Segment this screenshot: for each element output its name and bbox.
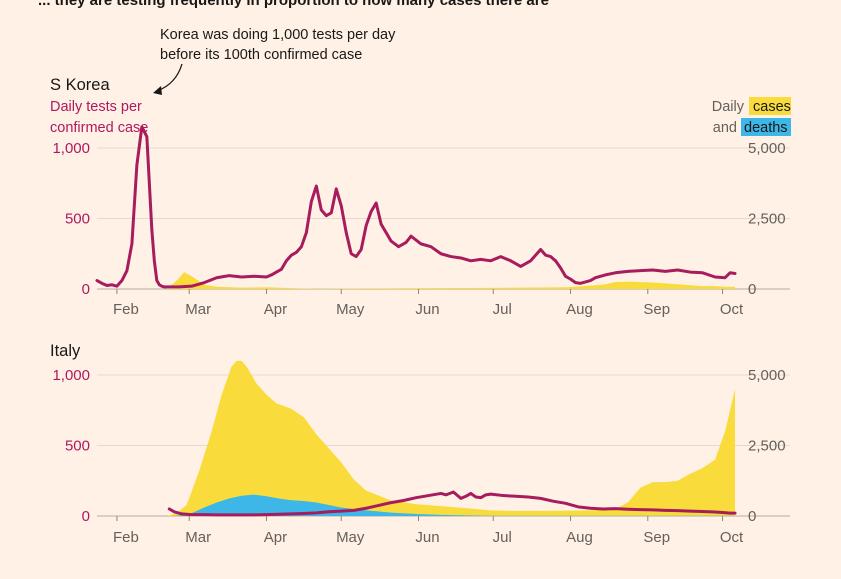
korea-annotation-line-1: Korea was doing 1,000 tests per day [160, 27, 396, 43]
korea-x-tick-label: Apr [264, 301, 287, 318]
korea-subtitle-line-2: confirmed case [50, 120, 148, 136]
korea-panel: 0 500 1,000 0 2,500 5,000 Feb Mar Apr May Jun Jul… [50, 27, 791, 318]
korea-right-tick-label: 0 [748, 281, 756, 298]
legend: Daily cases and deaths [712, 97, 791, 136]
korea-left-tick-label: 0 [82, 281, 90, 298]
italy-x-axis: Feb Mar Apr May Jun Jul Aug Sep Oct [113, 516, 744, 546]
italy-right-tick-label: 0 [748, 508, 756, 525]
italy-x-tick-label: Jul [493, 529, 512, 546]
korea-tests-per-case-line [95, 125, 737, 289]
korea-right-axis: 0 2,500 5,000 [748, 140, 786, 298]
italy-x-tick-label: Apr [264, 529, 287, 546]
korea-left-axis: 0 500 1,000 [52, 140, 90, 298]
legend-cases-label: cases [753, 99, 791, 115]
italy-x-tick-label: Jun [415, 529, 439, 546]
korea-right-tick-label: 5,000 [748, 140, 786, 157]
italy-left-tick-label: 0 [82, 508, 90, 525]
italy-x-tick-label: Feb [113, 529, 139, 546]
korea-title: S Korea [50, 76, 110, 94]
italy-x-tick-label: Aug [566, 529, 593, 546]
korea-x-tick-label: May [336, 301, 365, 318]
legend-daily-text: Daily [712, 99, 745, 115]
korea-gridlines [97, 147, 790, 290]
italy-x-tick-label: May [336, 529, 365, 546]
korea-cases-area [97, 272, 736, 289]
korea-x-tick-label: Mar [185, 301, 211, 318]
korea-x-tick-label: Feb [113, 301, 139, 318]
italy-tests-per-case-line [167, 490, 737, 517]
italy-x-tick-label: Oct [720, 529, 744, 546]
italy-cases-area [97, 360, 736, 516]
italy-x-tick-label: Sep [643, 529, 670, 546]
korea-left-tick-label: 500 [65, 211, 90, 228]
korea-x-tick-label: Sep [643, 301, 670, 318]
korea-areas [97, 272, 736, 289]
legend-cases-swatch [749, 97, 791, 115]
italy-lines [167, 490, 737, 517]
korea-x-tick-label: Aug [566, 301, 593, 318]
italy-left-tick-label: 1,000 [52, 367, 90, 384]
italy-deaths-area [97, 494, 736, 516]
chart-heading: ... they are testing frequently in propo… [38, 0, 549, 9]
legend-deaths-swatch [741, 118, 791, 136]
italy-title: Italy [50, 342, 81, 360]
korea-annotation-line-2: before its 100th confirmed case [160, 47, 362, 63]
italy-x-tick-label: Mar [185, 529, 211, 546]
italy-left-tick-label: 500 [65, 438, 90, 455]
korea-x-tick-label: Jul [493, 301, 512, 318]
italy-panel: 0 500 1,000 0 2,500 5,000 Feb Mar Apr May Jun Jul… [50, 342, 790, 546]
italy-right-axis: 0 2,500 5,000 [748, 367, 786, 525]
italy-areas [97, 360, 736, 516]
italy-right-tick-label: 2,500 [748, 438, 786, 455]
korea-x-axis: Feb Mar Apr May Jun Jul Aug Sep Oct [113, 289, 744, 318]
korea-lines [95, 125, 737, 289]
korea-left-tick-label: 1,000 [52, 140, 90, 157]
korea-subtitle-line-1: Daily tests per [50, 99, 142, 115]
korea-x-tick-label: Jun [415, 301, 439, 318]
annotation-arrowhead [153, 86, 162, 95]
korea-right-tick-label: 2,500 [748, 211, 786, 228]
italy-right-tick-label: 5,000 [748, 367, 786, 384]
italy-left-axis: 0 500 1,000 [52, 367, 90, 525]
legend-deaths-label: deaths [744, 120, 788, 136]
legend-and-text: and [713, 120, 737, 136]
korea-x-tick-label: Oct [720, 301, 744, 318]
